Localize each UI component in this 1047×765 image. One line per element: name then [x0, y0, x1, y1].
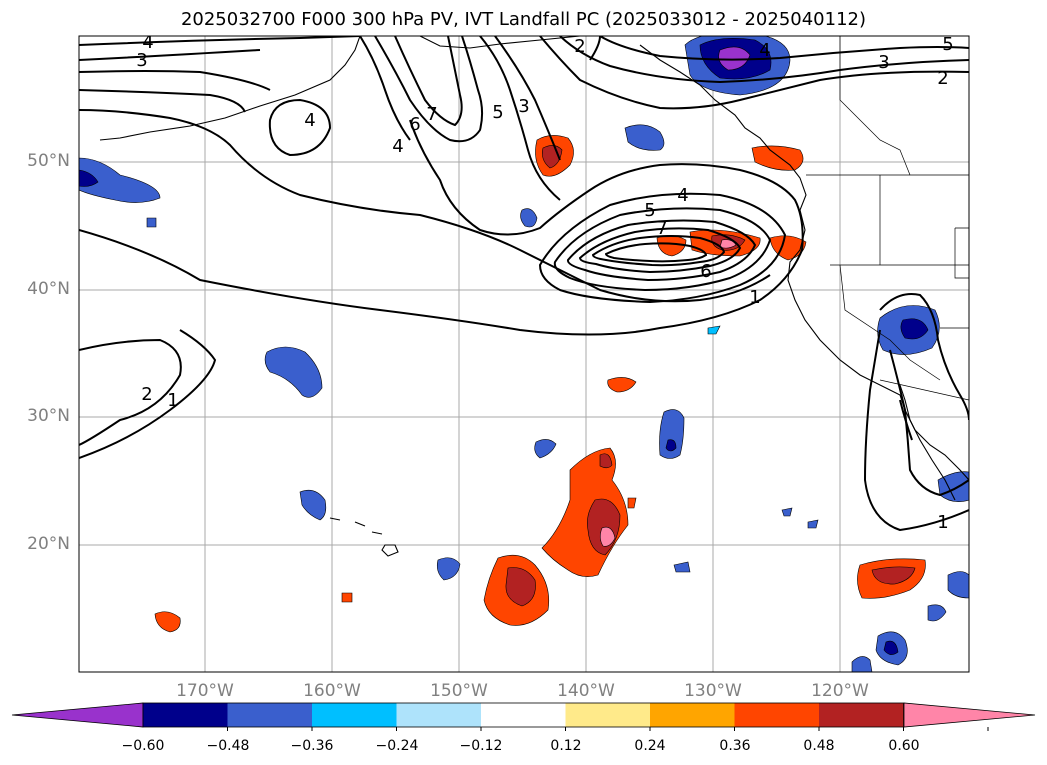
colorbar-tick-label: 0.48	[803, 738, 835, 754]
contour-label: 4	[392, 136, 403, 157]
contour-label: 4	[759, 40, 770, 61]
political-borders	[806, 36, 969, 401]
colorbar-extend-min	[11, 702, 144, 728]
pv-contours	[79, 36, 969, 532]
colorbar-segment	[819, 703, 904, 727]
colorbar-outline	[142, 702, 904, 728]
colorbar-segment	[565, 703, 651, 727]
lon-label: 150°W	[430, 681, 488, 701]
ivt-shading	[79, 36, 969, 672]
colorbar-tick-label: 0.36	[719, 738, 751, 754]
colorbar-segment	[143, 703, 228, 727]
colorbar-segment	[227, 703, 313, 727]
contour-label: 2	[574, 36, 585, 57]
colorbar-tick-label: 0.24	[634, 738, 666, 754]
colorbar-tick-label: −0.12	[459, 738, 503, 754]
lon-label: 170°W	[176, 681, 234, 701]
map-plot-area: 4 3 4 6 5 3 7 2 4 5 3 2 4 5 4 7 6 1 2 1 …	[79, 32, 969, 672]
contour-label: 3	[518, 96, 529, 117]
contour-label: 7	[656, 218, 667, 239]
contour-label: 1	[937, 512, 948, 533]
colorbar-tick-label: 0.12	[550, 738, 582, 754]
colorbar-segment	[481, 703, 566, 727]
contour-label: 6	[409, 114, 420, 135]
contour-labels: 4 3 4 6 5 3 7 2 4 5 3 2 4 5 4 7 6 1 2 1 …	[136, 32, 953, 533]
contour-label: 2	[937, 68, 948, 89]
lon-label: 130°W	[684, 681, 742, 701]
contour-label: 7	[426, 104, 437, 125]
lon-label: 140°W	[557, 681, 615, 701]
lat-label: 30°N	[27, 406, 70, 426]
colorbar-tick-label: −0.24	[375, 738, 419, 754]
colorbar-segment	[650, 703, 735, 727]
lat-label: 20°N	[27, 534, 70, 554]
contour-label: 1	[167, 390, 178, 411]
colorbar-tick-label: −0.60	[121, 738, 165, 754]
coastlines	[99, 36, 969, 557]
contour-label: 4	[142, 32, 153, 53]
contour-label: 4	[304, 110, 315, 131]
colorbar-segment	[734, 703, 820, 727]
colorbar-tick-label: 0.60	[888, 738, 920, 754]
contour-label: 6	[700, 261, 711, 282]
lat-label: 50°N	[27, 151, 70, 171]
contour-label: 1	[749, 287, 760, 308]
colorbar-tick-label: −0.48	[206, 738, 250, 754]
colorbar-segment	[312, 703, 397, 727]
contour-label: 3	[878, 52, 889, 73]
lon-label: 160°W	[303, 681, 361, 701]
colorbar-tick-label: −0.36	[290, 738, 334, 754]
colorbar-extend-max	[903, 702, 1036, 728]
colorbar	[11, 702, 1036, 731]
contour-label: 5	[942, 34, 953, 55]
lon-label: 120°W	[811, 681, 869, 701]
contour-label: 2	[141, 384, 152, 405]
map-title: 2025032700 F000 300 hPa PV, IVT Landfall…	[180, 9, 867, 30]
contour-label: 3	[136, 50, 147, 71]
map-frame	[78, 35, 970, 673]
lat-label: 40°N	[27, 279, 70, 299]
contour-label: 5	[644, 200, 655, 221]
contour-label: 4	[677, 185, 688, 206]
colorbar-segment	[396, 703, 482, 727]
contour-label: 5	[492, 102, 503, 123]
